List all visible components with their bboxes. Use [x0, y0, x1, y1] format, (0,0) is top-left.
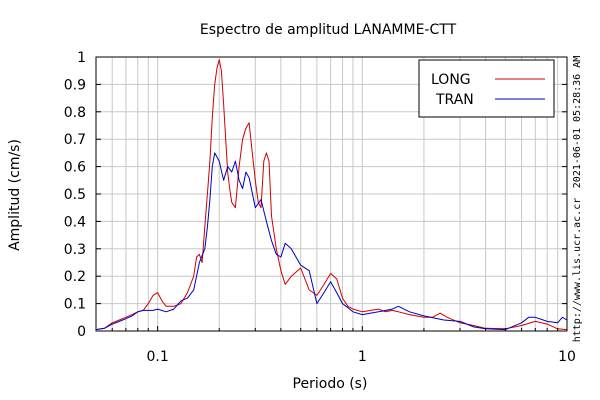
y-tick-label: 0.2	[64, 269, 86, 285]
series-line-long	[95, 59, 568, 331]
y-tick-label: 0.4	[64, 214, 86, 230]
x-tick-label: 0.1	[146, 349, 168, 365]
y-tick-label: 0.8	[64, 105, 86, 121]
x-axis-title: Periodo (s)	[293, 376, 368, 392]
legend-label-tran: TRAN	[435, 92, 474, 108]
axis-ticks	[95, 56, 567, 332]
y-tick-label: 0	[77, 324, 86, 340]
y-tick-label: 0.3	[64, 242, 86, 258]
grid	[95, 56, 567, 332]
y-axis-title: Amplitud (cm/s)	[7, 139, 23, 251]
x-tick-labels: 0.1 1 10	[146, 349, 575, 365]
x-tick-label: 10	[558, 349, 576, 365]
y-tick-label: 0.9	[64, 77, 86, 93]
series-lines	[95, 59, 568, 331]
legend-box	[418, 59, 555, 118]
y-tick-label: 0.5	[64, 187, 86, 203]
y-tick-label: 1	[77, 50, 86, 66]
y-tick-labels: 0 0.1 0.2 0.3 0.4 0.5 0.6 0.7 0.8 0.9 1	[64, 50, 86, 340]
y-tick-label: 0.6	[64, 160, 86, 176]
legend: LONG TRAN	[418, 59, 555, 118]
y-tick-label: 0.7	[64, 132, 86, 148]
x-tick-label: 1	[358, 349, 367, 365]
y-tick-label: 0.1	[64, 297, 86, 313]
source-url-label: http://www.lis.ucr.ac.cr	[572, 198, 583, 343]
series-line-tran	[95, 152, 568, 331]
legend-label-long: LONG	[431, 72, 471, 88]
timestamp-label: 2021-06-01 05:28:36 AM	[572, 56, 583, 188]
chart-title: Espectro de amplitud LANAMME-CTT	[200, 22, 457, 38]
